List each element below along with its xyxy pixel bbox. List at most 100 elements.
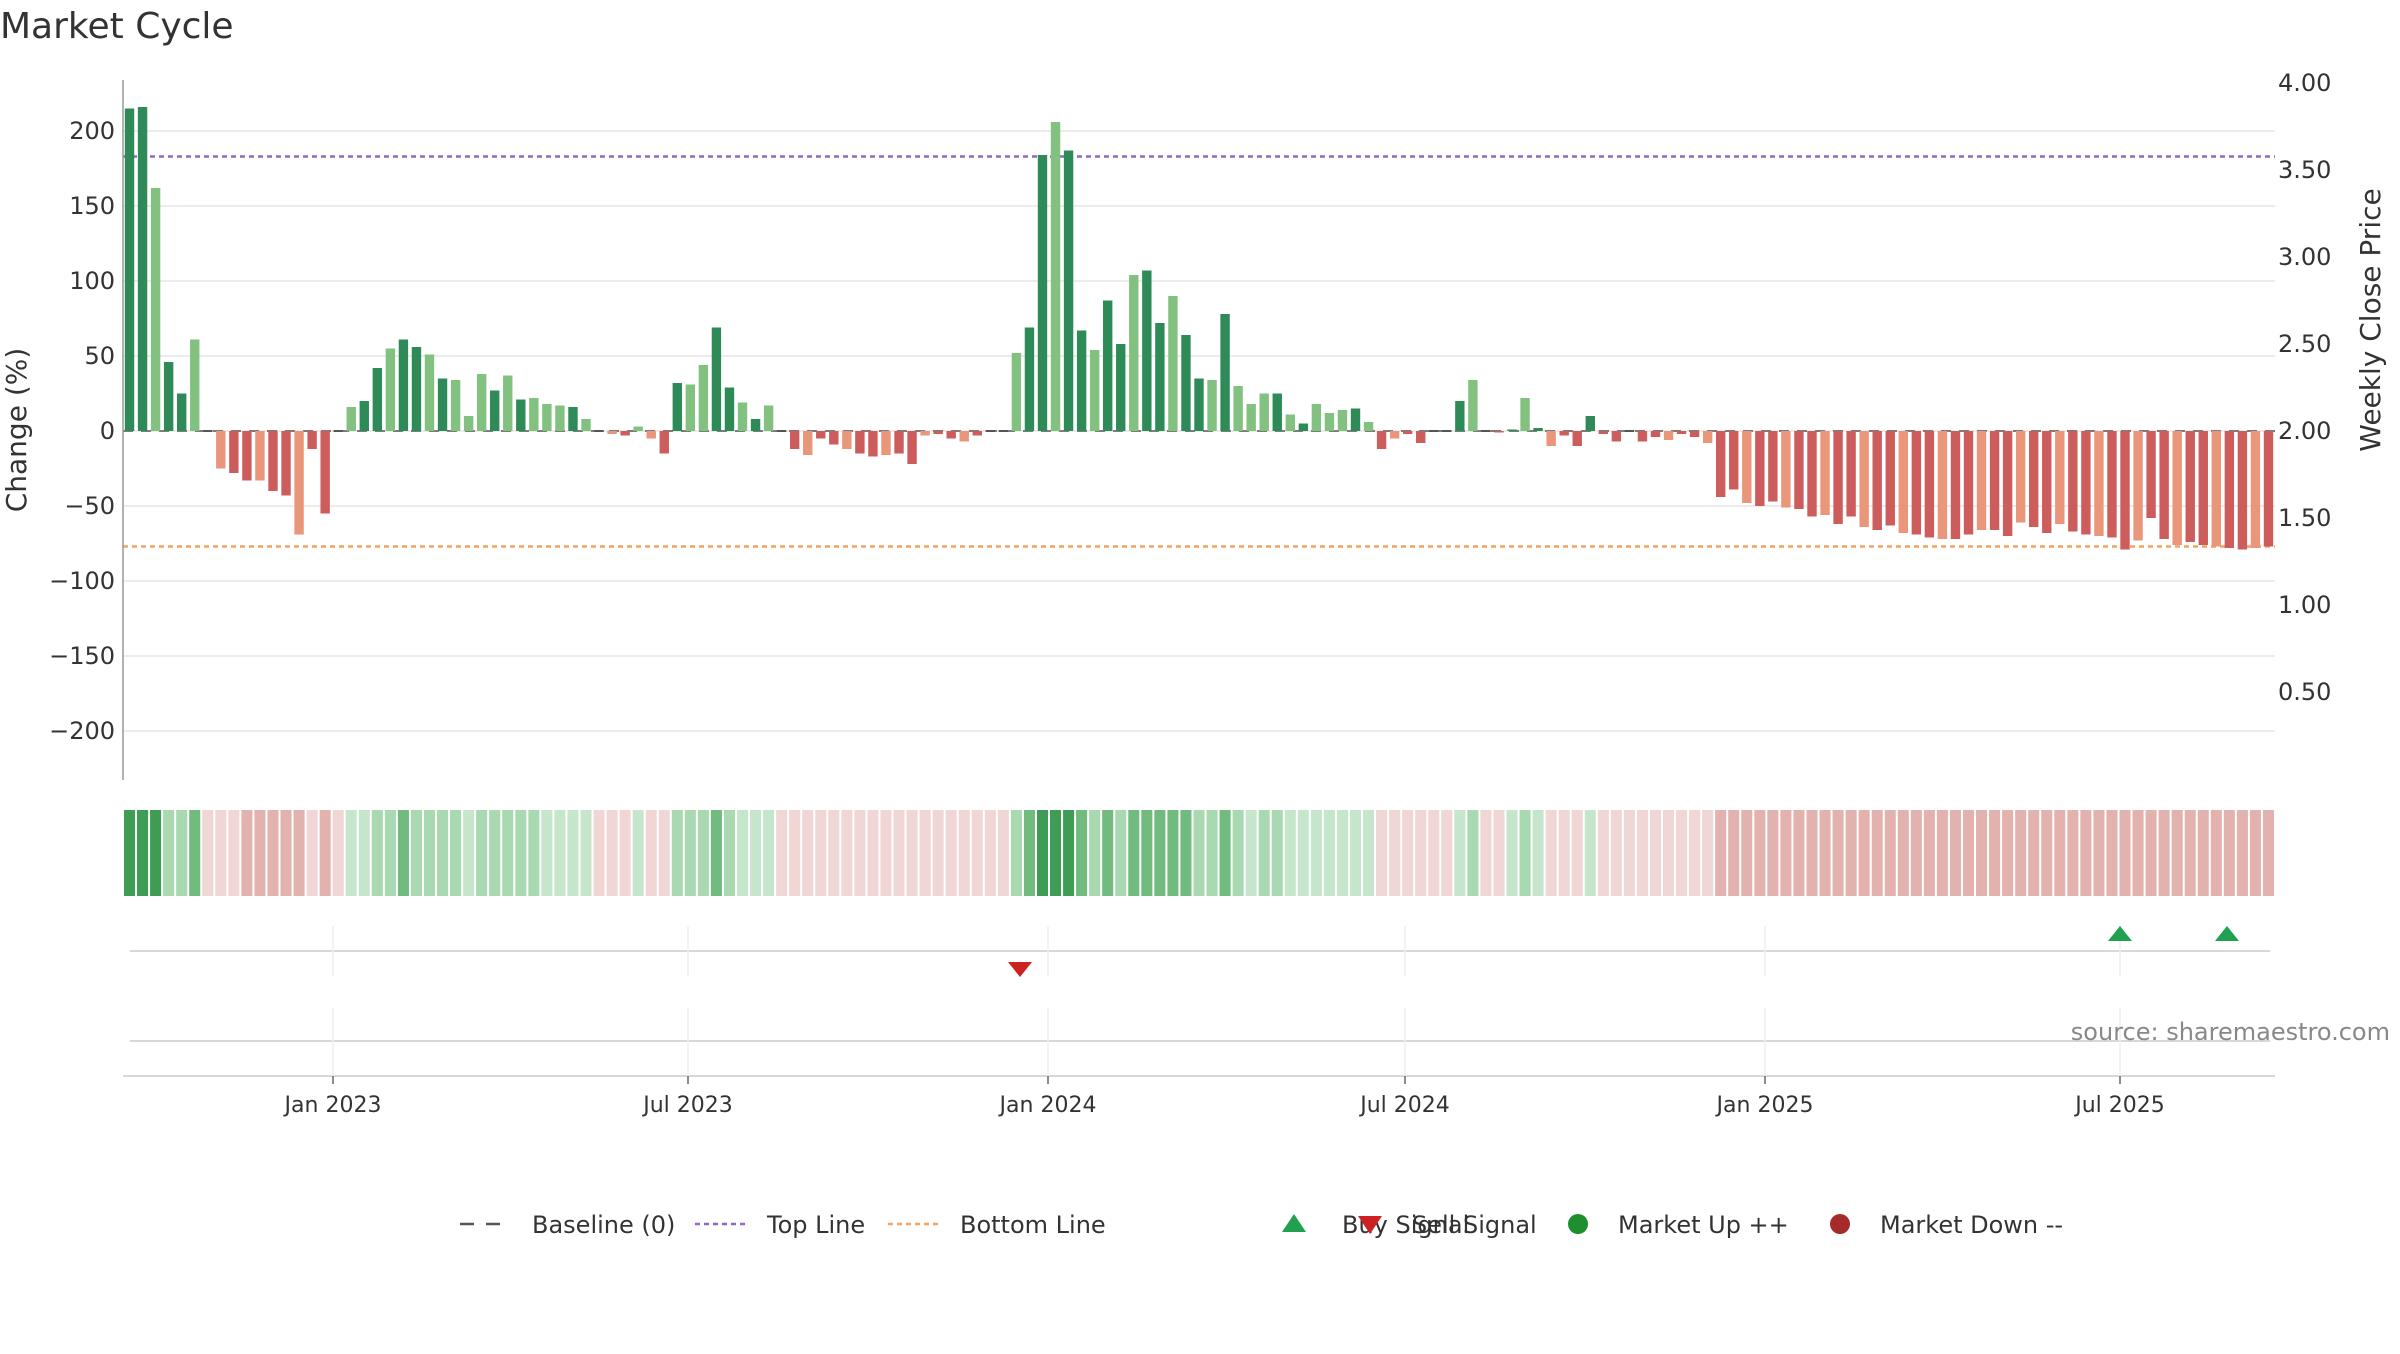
bar: [1481, 430, 1491, 432]
bar: [829, 431, 839, 445]
heat-cell: [1376, 810, 1388, 896]
bar: [1168, 296, 1178, 431]
bar: [398, 339, 409, 431]
bar: [1572, 431, 1582, 446]
bar: [1272, 393, 1282, 431]
bar: [450, 380, 461, 431]
heat-cell: [1506, 810, 1518, 896]
heat-cell: [2223, 810, 2235, 896]
heat-cell: [1741, 810, 1753, 896]
bar: [2094, 431, 2104, 536]
bar: [1376, 431, 1387, 449]
heat-cell: [306, 810, 318, 896]
heat-cell: [163, 810, 175, 896]
bar: [1794, 431, 1804, 509]
heat-cell: [1949, 810, 1961, 896]
heat-cell: [554, 810, 566, 896]
bar: [1129, 275, 1139, 431]
bar: [163, 362, 174, 431]
y-tick-label: 50: [84, 342, 115, 370]
legend-circle-icon: [1830, 1214, 1850, 1234]
heat-cell: [410, 810, 422, 896]
bar: [1833, 431, 1843, 524]
heat-cell: [567, 810, 579, 896]
bar: [672, 383, 682, 431]
heat-cell: [2145, 810, 2157, 896]
bar: [972, 431, 982, 436]
heat-cell: [1428, 810, 1440, 896]
bar: [2237, 431, 2248, 550]
y2-tick-label: 2.00: [2278, 417, 2331, 445]
x-tick-label: Jan 2024: [998, 1093, 1097, 1118]
heat-cell: [1767, 810, 1779, 896]
bar: [2107, 431, 2117, 538]
heat-cell: [606, 810, 618, 896]
heat-cell: [293, 810, 305, 896]
heat-cell: [1532, 810, 1544, 896]
heat-cell: [1884, 810, 1896, 896]
heat-cell: [189, 810, 201, 896]
heat-cell: [750, 810, 762, 896]
bar: [463, 416, 474, 431]
x-tick-label: Jan 2023: [283, 1093, 382, 1118]
bar: [1846, 431, 1856, 517]
heat-cell: [202, 810, 214, 896]
bar: [2081, 431, 2091, 535]
heat-cell: [2054, 810, 2066, 896]
bar: [1024, 327, 1035, 431]
bar: [1507, 429, 1517, 431]
heat-cell: [1232, 810, 1244, 896]
bar: [659, 431, 669, 454]
legend-label: Market Up ++: [1618, 1211, 1789, 1239]
heat-cell: [515, 810, 527, 896]
heat-cell: [945, 810, 957, 896]
bar: [1859, 431, 1869, 527]
heat-cell: [971, 810, 983, 896]
bar: [920, 431, 930, 436]
bar: [1716, 431, 1726, 497]
bar: [1963, 431, 1974, 535]
bar: [1663, 431, 1674, 440]
legend-triangle-up-icon: [1282, 1214, 1306, 1232]
bar: [1050, 122, 1061, 431]
heat-cell: [1858, 810, 1870, 896]
heat-cell: [2197, 810, 2209, 896]
heat-cell: [1689, 810, 1701, 896]
bar: [555, 405, 565, 431]
bar: [1729, 431, 1739, 490]
heat-cell: [1389, 810, 1401, 896]
heat-cell: [502, 810, 514, 896]
bar: [2055, 431, 2065, 524]
heat-cell: [1715, 810, 1727, 896]
heat-cell: [1063, 810, 1075, 896]
heat-cell: [463, 810, 475, 896]
bar: [190, 339, 200, 431]
bar: [1650, 431, 1661, 437]
bar: [1911, 431, 1922, 535]
bar: [1246, 404, 1256, 431]
bar: [711, 327, 722, 431]
bar: [385, 348, 396, 431]
heat-cell: [1871, 810, 1883, 896]
heat-cell: [593, 810, 605, 896]
heat-cell: [958, 810, 970, 896]
heat-cell: [2210, 810, 2222, 896]
bar: [1207, 380, 1217, 431]
bar: [320, 431, 330, 514]
heat-cell: [1610, 810, 1622, 896]
bar: [1037, 155, 1048, 431]
heat-cell: [1754, 810, 1766, 896]
bar: [1585, 416, 1595, 431]
heat-cell: [815, 810, 827, 896]
bar: [685, 384, 696, 431]
heat-cell: [1441, 810, 1453, 896]
heat-cell: [1545, 810, 1557, 896]
bar: [476, 374, 487, 431]
heat-cell: [1923, 810, 1935, 896]
bar: [1781, 431, 1791, 508]
heat-cell: [2132, 810, 2144, 896]
heat-cell: [802, 810, 814, 896]
bar: [1298, 423, 1309, 431]
bar: [698, 365, 709, 431]
bar: [1089, 350, 1100, 431]
